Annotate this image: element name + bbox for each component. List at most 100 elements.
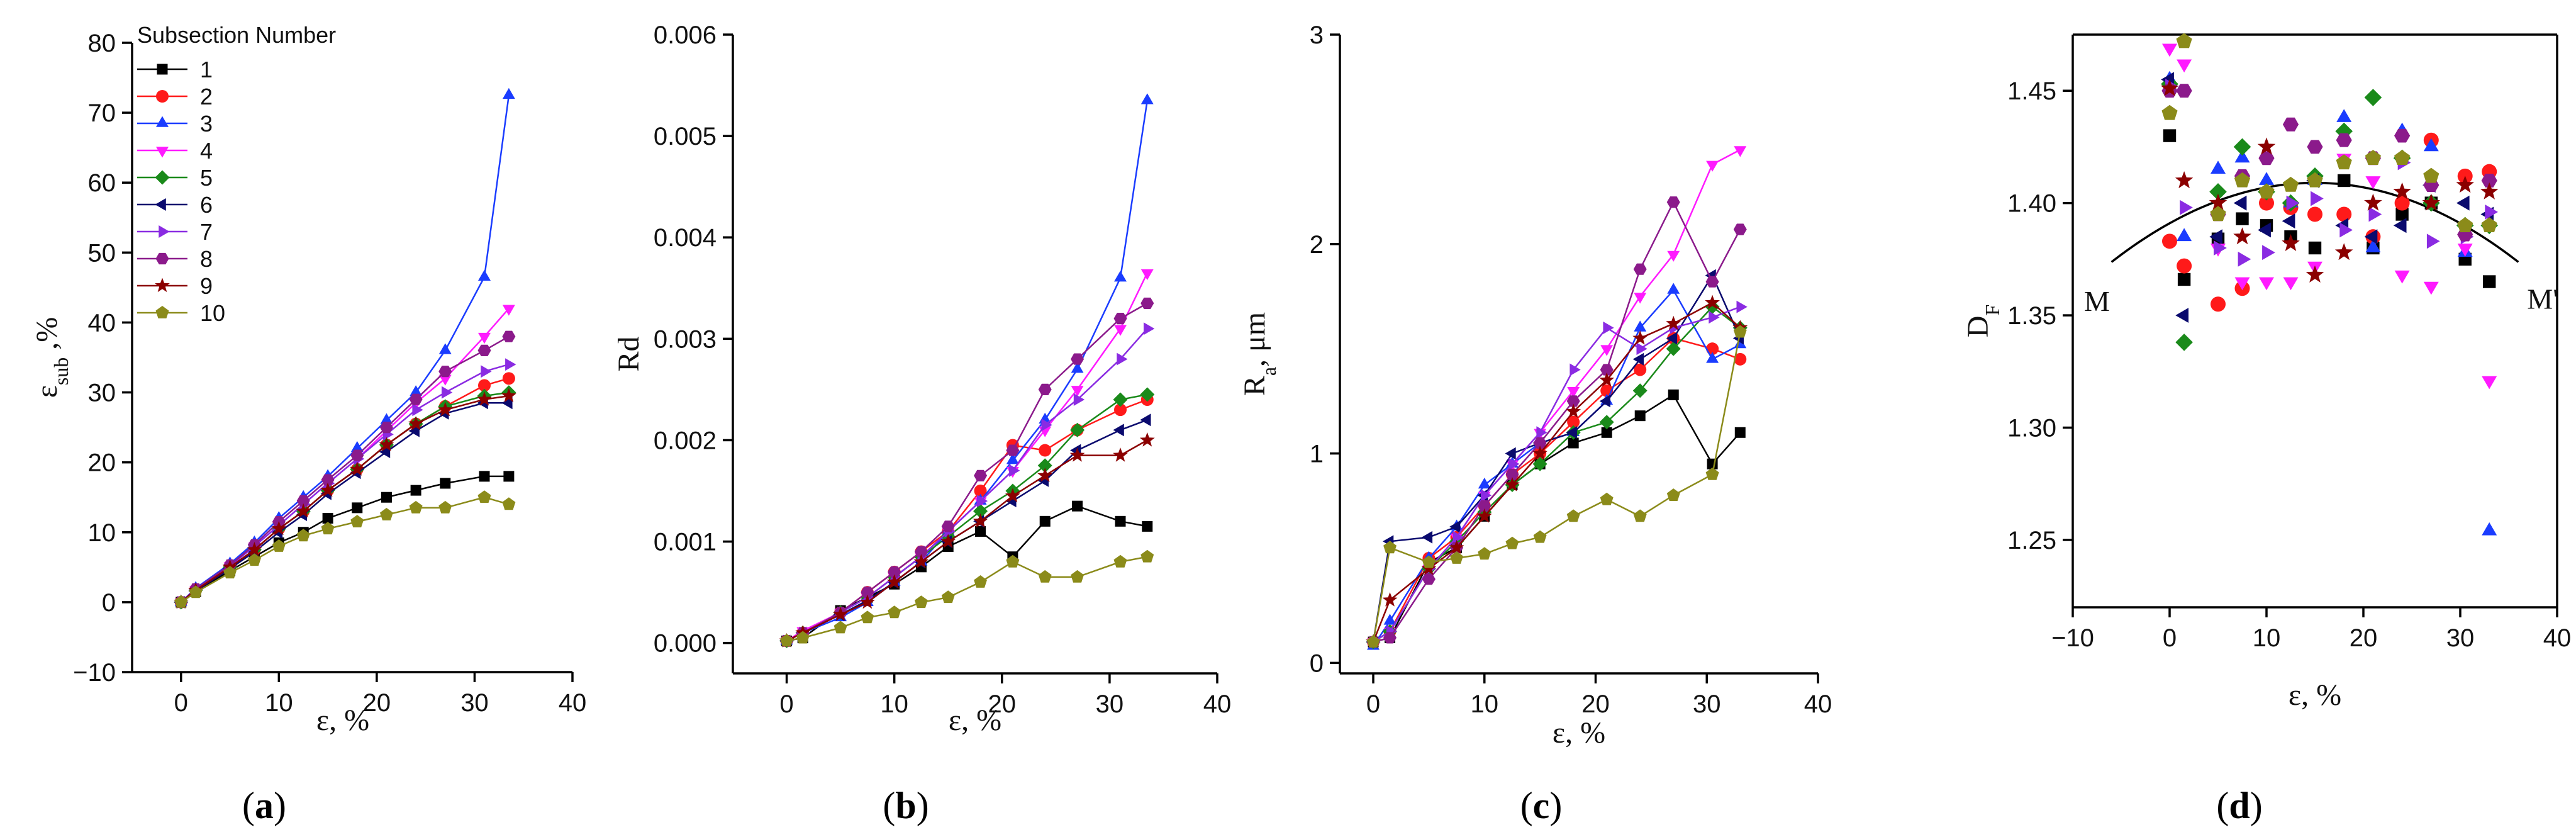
data-point (2482, 376, 2497, 390)
data-point (861, 610, 874, 624)
data-point (1140, 413, 1151, 427)
data-point (796, 631, 810, 644)
data-point (350, 449, 364, 461)
series-line (1372, 274, 1741, 643)
data-point (2175, 334, 2193, 351)
data-point (1422, 555, 1436, 568)
data-point (1006, 554, 1020, 568)
chart-panel-a: 0 10 20 30 40 −10 0 10 20 30 40 50 60 70 80 ε, % εsub ,%… (30, 22, 586, 826)
data-point (2258, 222, 2271, 238)
data-point (2234, 277, 2250, 291)
data-point (1532, 456, 1547, 471)
series-10 (1366, 325, 1747, 648)
data-point (1566, 426, 1577, 439)
legend-label: 6 (200, 192, 213, 218)
data-point (2283, 277, 2299, 291)
data-point (1421, 531, 1433, 544)
data-point (350, 515, 364, 527)
data-point (1634, 293, 1647, 304)
data-point (2180, 199, 2193, 215)
data-point (780, 634, 793, 647)
data-point (409, 393, 423, 405)
data-point (913, 554, 929, 568)
x-tick-label: 30 (460, 689, 489, 717)
legend-label: 5 (200, 165, 213, 191)
series-line (786, 100, 1149, 642)
data-point (1508, 458, 1520, 471)
data-point (379, 422, 393, 434)
data-point (478, 332, 491, 344)
data-point (1140, 387, 1155, 402)
data-point (1071, 353, 1084, 365)
data-point (2233, 138, 2251, 156)
data-point (2162, 233, 2177, 249)
data-point (1533, 530, 1547, 543)
data-point (2234, 149, 2250, 163)
series-1 (176, 471, 515, 608)
data-point (2336, 154, 2352, 170)
y-tick-label: 80 (88, 30, 116, 57)
legend-marker (159, 225, 170, 238)
data-point (2393, 182, 2411, 199)
series-line (786, 328, 1148, 642)
series-3 (780, 93, 1154, 645)
series-10 (174, 490, 516, 608)
x-tick-label: 20 (2350, 624, 2378, 652)
data-point (410, 385, 423, 396)
curve-label-m-prime: M' (2527, 283, 2558, 315)
x-tick-label: 0 (2163, 624, 2177, 652)
chart-panel-c: 0 10 20 30 40 0 1 2 3 ε, % Ra, μm (c) (1238, 21, 1832, 826)
data-point (502, 305, 515, 316)
y-tick-label: 1.25 (2007, 527, 2056, 554)
data-point (1505, 477, 1520, 492)
x-tick-label: 10 (880, 690, 908, 718)
data-point (1005, 488, 1020, 503)
y-tick-label: 1.45 (2007, 77, 2056, 105)
data-point (2259, 172, 2274, 185)
data-point (1452, 531, 1464, 544)
data-point (2311, 191, 2324, 206)
x-tick-label: 0 (1366, 690, 1380, 718)
data-point (1568, 437, 1579, 449)
x-tick-label: 20 (363, 689, 391, 717)
series-2 (1367, 332, 1747, 649)
series-line (786, 272, 1148, 642)
data-point (248, 553, 261, 566)
data-point (1478, 500, 1492, 512)
series-8 (2161, 84, 2497, 242)
data-point (478, 379, 491, 392)
data-point (2307, 206, 2322, 222)
data-point (1140, 549, 1154, 563)
data-point (503, 471, 515, 482)
data-point (189, 585, 203, 598)
data-point (1706, 342, 1719, 356)
data-point (1144, 322, 1155, 335)
data-point (502, 330, 516, 342)
data-point (886, 574, 902, 589)
y-tick-label: 0.005 (654, 123, 716, 150)
data-point (2336, 206, 2352, 222)
data-point (2457, 217, 2473, 232)
data-point (1599, 372, 1615, 387)
data-point (2395, 208, 2409, 221)
data-point (2177, 228, 2192, 242)
series-8 (780, 297, 1154, 647)
data-point (1603, 321, 1614, 334)
data-point (296, 495, 310, 507)
data-point (1114, 325, 1127, 336)
data-point (2176, 84, 2192, 98)
legend-marker (155, 306, 169, 318)
y-tick-label: 0.006 (654, 21, 716, 49)
data-point (2336, 109, 2352, 122)
data-point (1140, 269, 1154, 281)
data-point (438, 374, 452, 386)
data-point (2282, 117, 2299, 132)
data-point (2457, 244, 2473, 257)
data-point (2233, 195, 2247, 211)
panel-label: (c) (1520, 785, 1563, 826)
data-point (502, 497, 516, 510)
series-3 (174, 87, 515, 606)
series-7 (783, 322, 1155, 648)
data-point (1449, 539, 1464, 554)
